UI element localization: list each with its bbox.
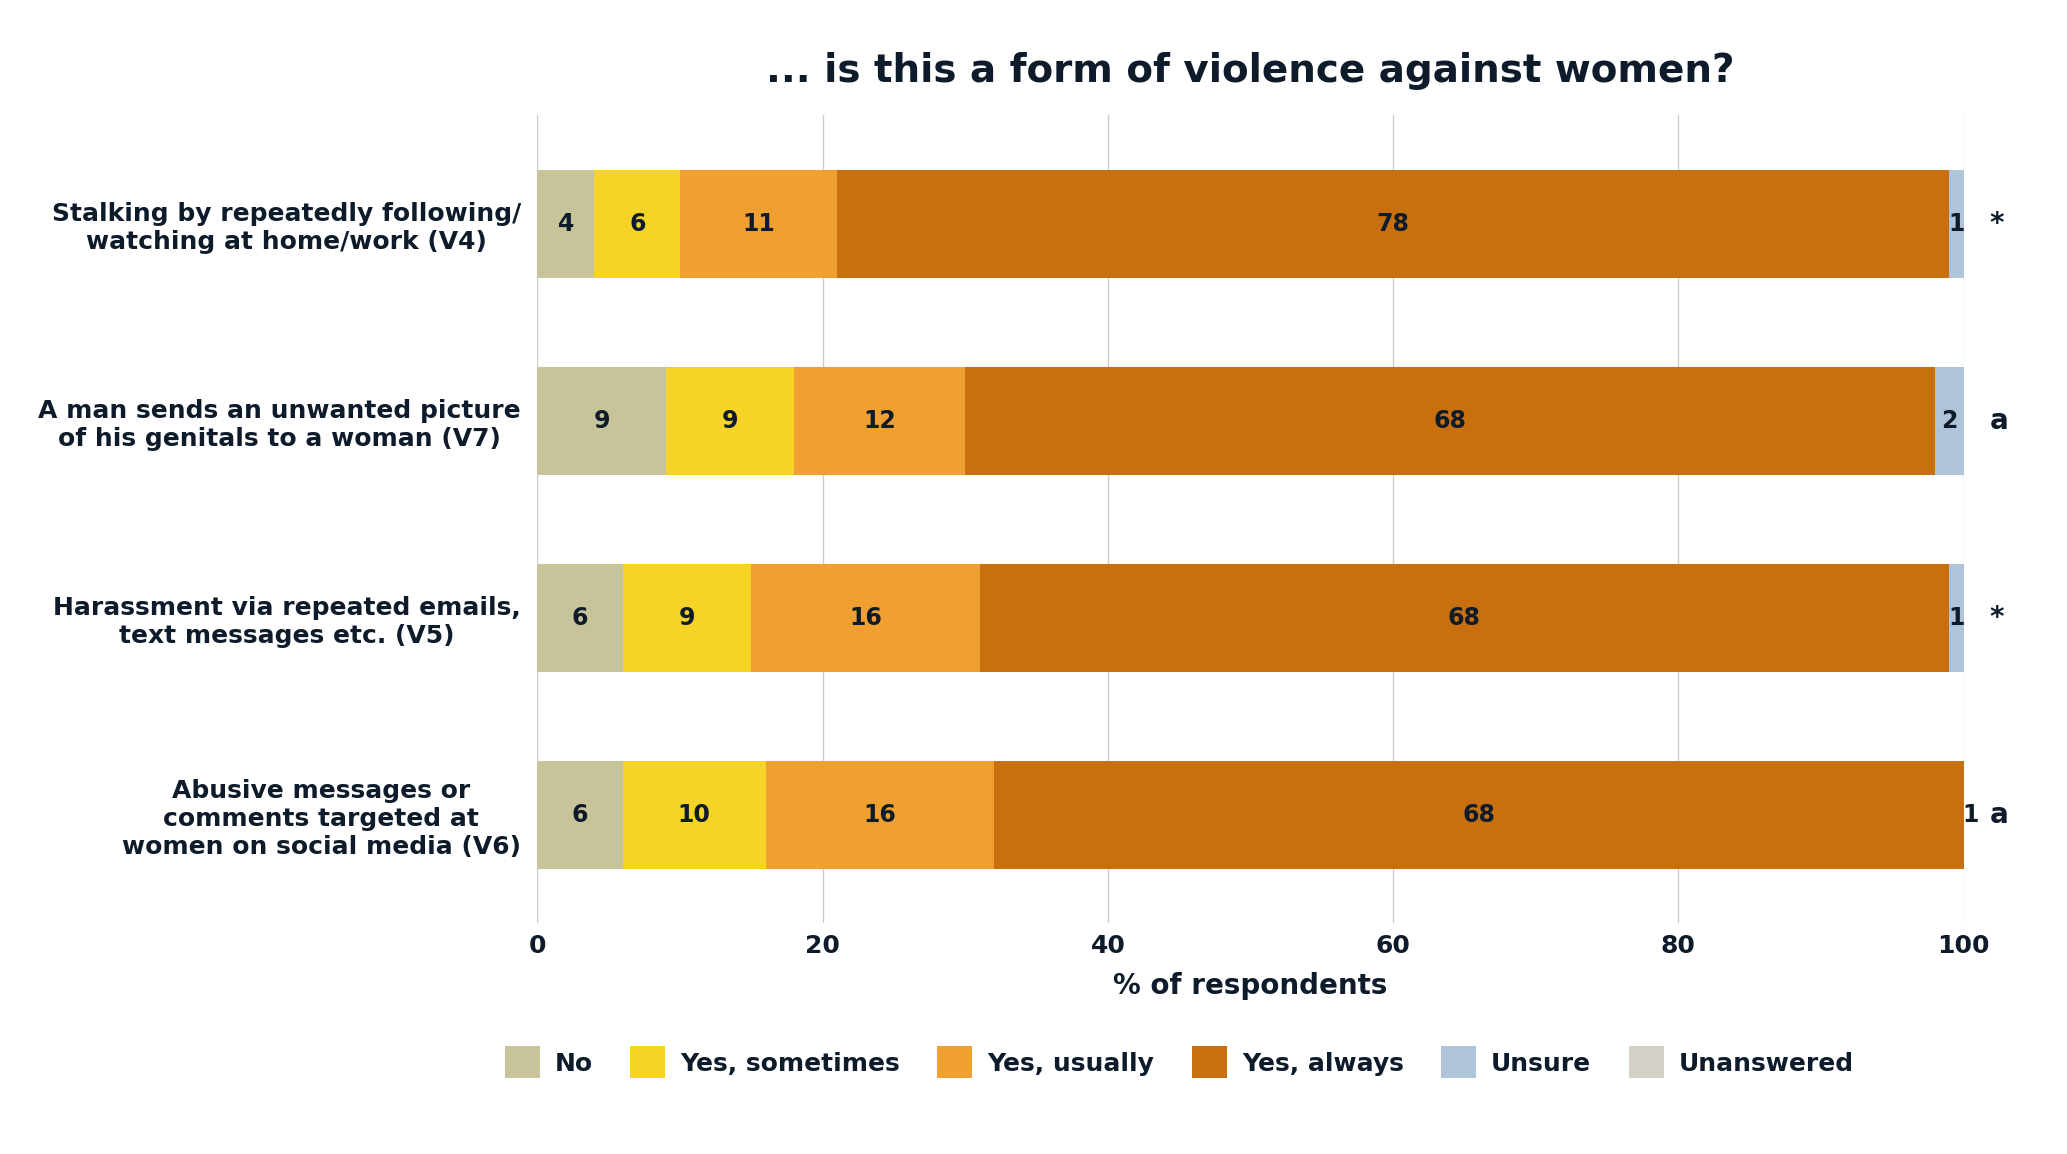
Text: 16: 16 — [850, 606, 883, 630]
Bar — [666, 367, 794, 475]
Bar — [537, 760, 622, 869]
Bar — [622, 760, 765, 869]
Text: *: * — [1988, 604, 2003, 631]
Bar — [765, 760, 994, 869]
Bar — [680, 170, 837, 278]
Bar — [622, 563, 752, 672]
Bar — [980, 563, 1949, 672]
Bar — [595, 170, 680, 278]
Legend: No, Yes, sometimes, Yes, usually, Yes, always, Unsure, Unanswered: No, Yes, sometimes, Yes, usually, Yes, a… — [494, 1036, 1864, 1088]
Text: 9: 9 — [678, 606, 695, 630]
Text: 11: 11 — [742, 212, 775, 235]
Text: 9: 9 — [593, 409, 610, 433]
Text: 4: 4 — [558, 212, 575, 235]
Bar — [537, 170, 595, 278]
Text: a: a — [1988, 801, 2007, 829]
Text: 6: 6 — [573, 803, 589, 826]
Bar — [1949, 563, 1964, 672]
Text: 1: 1 — [1949, 606, 1966, 630]
Bar — [994, 760, 1964, 869]
Text: 68: 68 — [1461, 803, 1494, 826]
Text: 6: 6 — [628, 212, 645, 235]
Text: 12: 12 — [864, 409, 897, 433]
Text: 2: 2 — [1941, 409, 1957, 433]
Bar — [1964, 760, 1978, 869]
Text: *: * — [1988, 210, 2003, 238]
Text: 6: 6 — [573, 606, 589, 630]
Text: 10: 10 — [678, 803, 711, 826]
X-axis label: % of respondents: % of respondents — [1114, 972, 1387, 1001]
Bar — [752, 563, 980, 672]
Bar — [794, 367, 965, 475]
Bar — [537, 563, 622, 672]
Text: 16: 16 — [864, 803, 897, 826]
Text: 78: 78 — [1377, 212, 1410, 235]
Text: 1: 1 — [1962, 803, 1978, 826]
Text: 1: 1 — [1949, 212, 1966, 235]
Bar — [537, 367, 666, 475]
Title: ... is this a form of violence against women?: ... is this a form of violence against w… — [767, 52, 1734, 90]
Text: 68: 68 — [1434, 409, 1468, 433]
Bar — [1949, 170, 1964, 278]
Bar — [965, 367, 1935, 475]
Text: 9: 9 — [721, 409, 738, 433]
Bar — [1935, 367, 1964, 475]
Text: a: a — [1988, 407, 2007, 435]
Bar — [837, 170, 1949, 278]
Text: 68: 68 — [1449, 606, 1480, 630]
